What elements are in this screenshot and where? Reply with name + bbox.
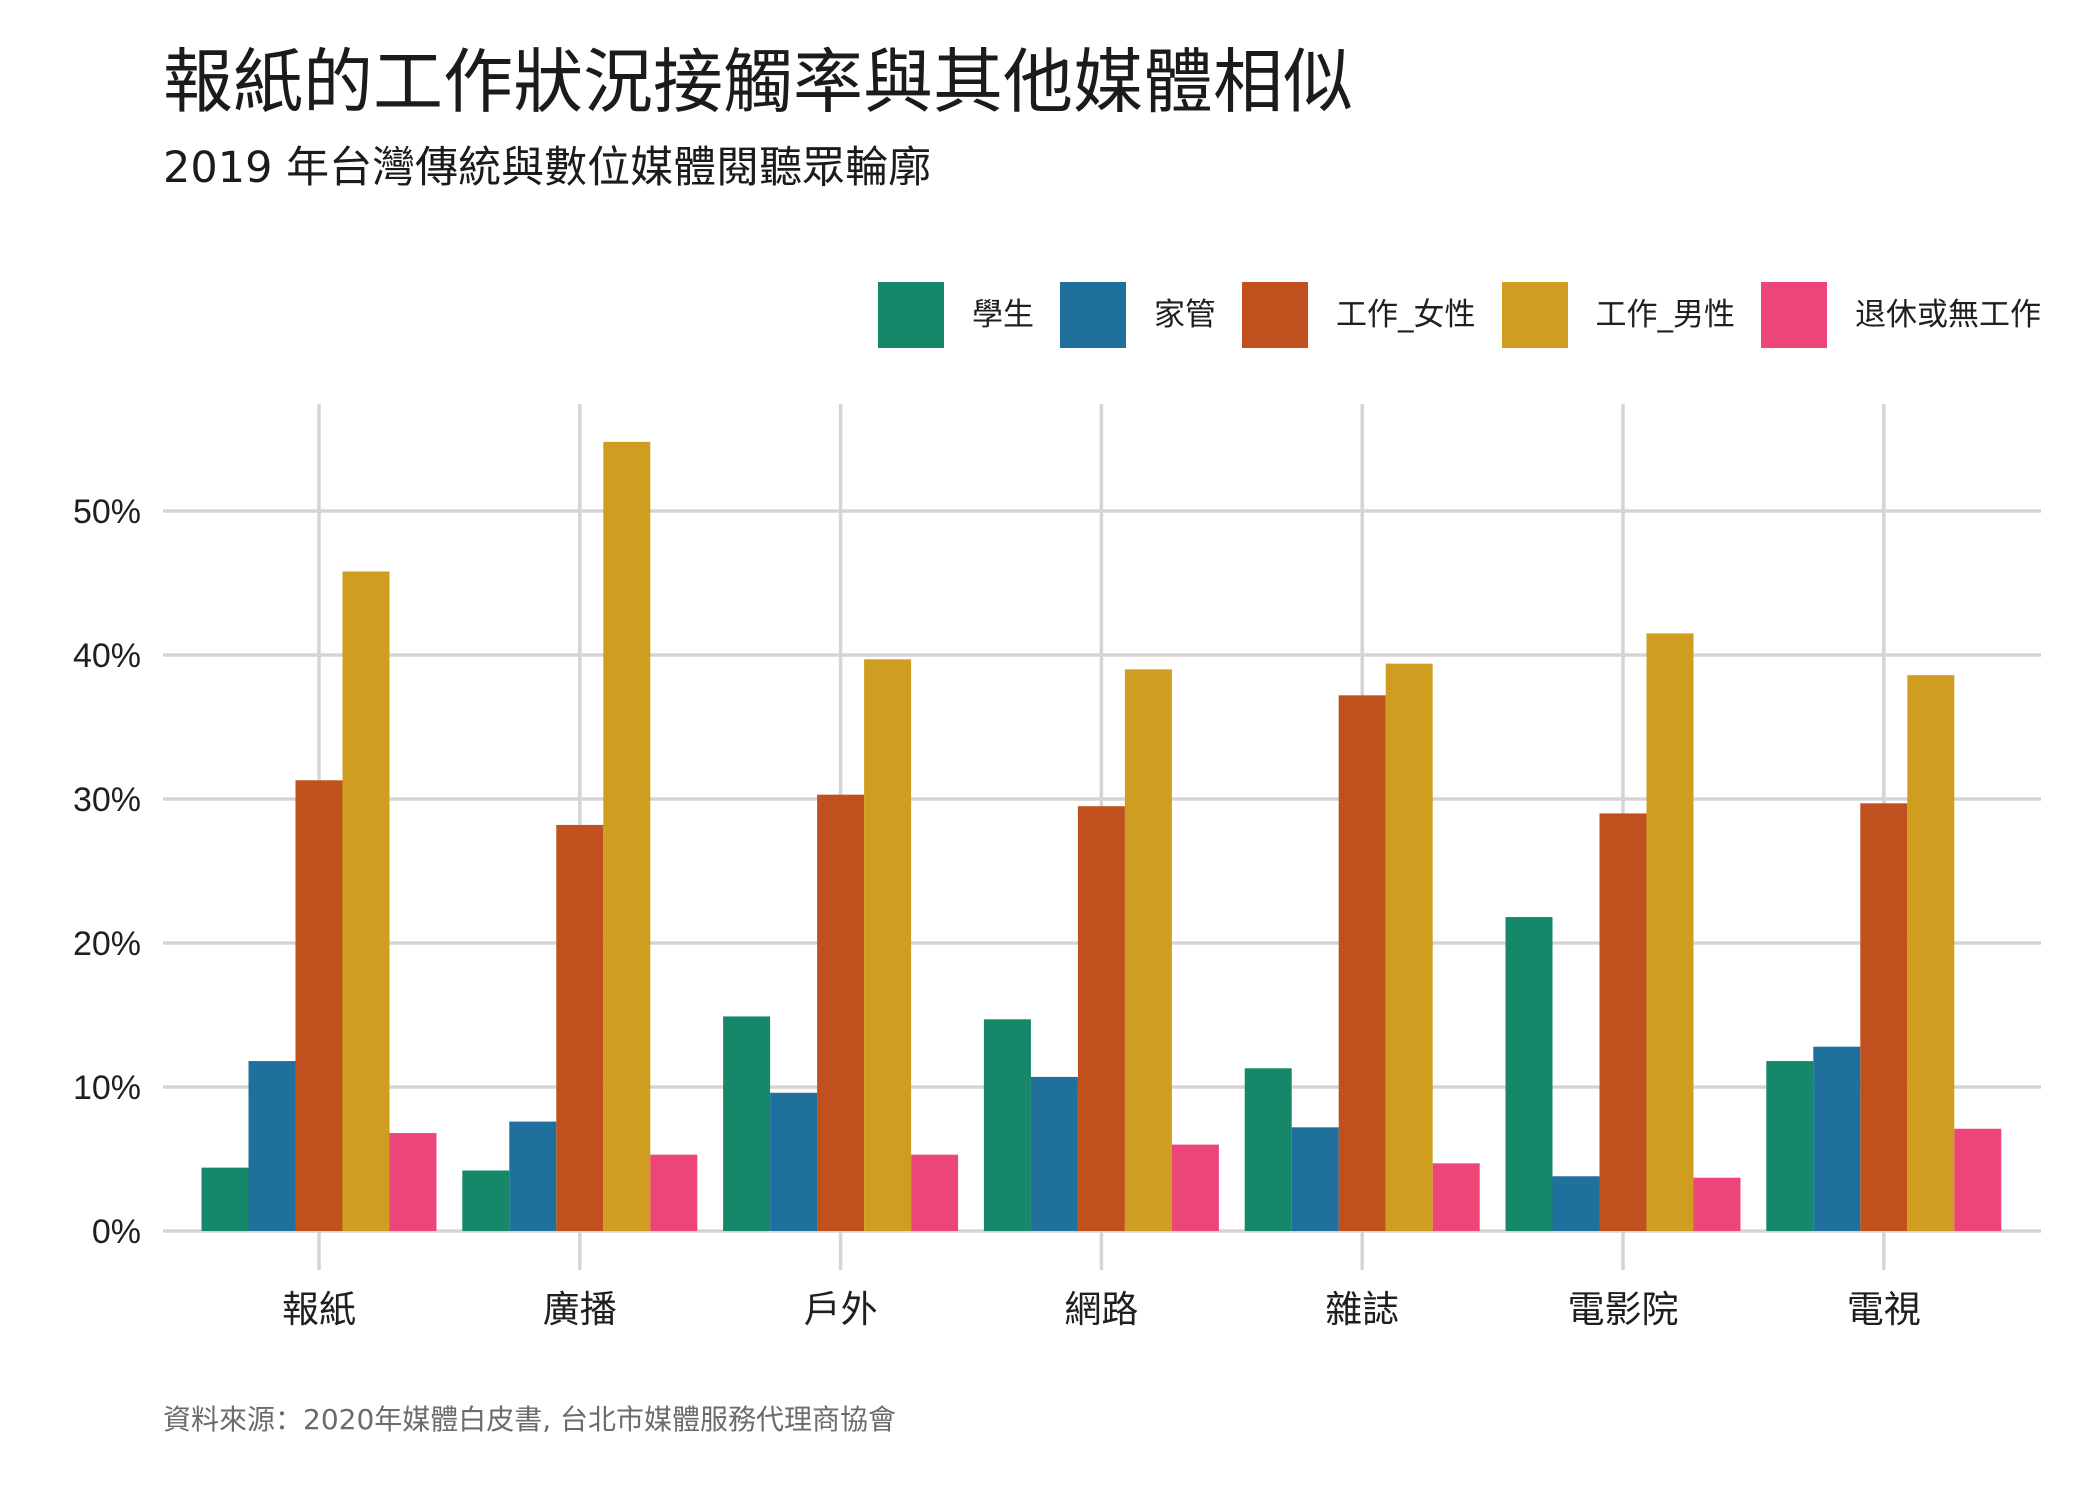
y-tick-label: 40% (73, 637, 141, 675)
legend-label-working-female: 工作_女性 (1336, 297, 1476, 333)
bar-電影院-家管 (1552, 1176, 1600, 1231)
bar-網路-學生 (983, 1019, 1031, 1231)
bar-雜誌-工作_男性 (1385, 663, 1433, 1231)
bar-電影院-退休或無工作 (1693, 1177, 1741, 1231)
bar-雜誌-退休或無工作 (1432, 1163, 1480, 1231)
y-tick-label: 10% (73, 1069, 141, 1107)
bar-電視-工作_男性 (1907, 675, 1955, 1231)
bar-廣播-學生 (462, 1170, 510, 1231)
x-tick-label: 電視 (1847, 1288, 1921, 1331)
bar-廣播-工作_男性 (603, 441, 651, 1231)
bar-廣播-退休或無工作 (650, 1154, 698, 1231)
x-tick-label: 戶外 (804, 1288, 878, 1331)
legend-key-working-female (1242, 282, 1308, 348)
legend-label-working-male: 工作_男性 (1595, 297, 1736, 333)
bars (201, 441, 2002, 1231)
x-tick-label: 廣播 (543, 1288, 617, 1331)
x-tick-label: 電影院 (1568, 1288, 1679, 1331)
bar-戶外-學生 (723, 1016, 771, 1231)
bar-雜誌-家管 (1291, 1127, 1339, 1231)
legend-item-retired: 退休或無工作 (1761, 282, 2041, 348)
legend-item-student: 學生 (878, 282, 1034, 348)
legend-label-homemaker: 家管 (1154, 297, 1216, 333)
y-tick-label: 20% (73, 925, 141, 963)
legend-label-student: 學生 (972, 297, 1034, 333)
bar-戶外-工作_男性 (864, 659, 912, 1231)
y-axis-tick-labels: 0% 10% 20% 30% 40% 50% (73, 493, 141, 1251)
bar-網路-工作_女性 (1077, 806, 1125, 1231)
legend-item-working-female: 工作_女性 (1242, 282, 1476, 348)
legend: 學生 家管 工作_女性 工作_男性 退休或無工作 (878, 282, 2041, 348)
legend-key-retired (1761, 282, 1827, 348)
chart-title: 報紙的工作狀況接觸率與其他媒體相似 (163, 41, 1353, 123)
bar-戶外-家管 (770, 1092, 818, 1231)
legend-item-homemaker: 家管 (1060, 282, 1216, 348)
bar-電影院-工作_男性 (1646, 633, 1694, 1231)
y-tick-label: 50% (73, 493, 141, 531)
legend-key-working-male (1501, 282, 1568, 348)
legend-item-working-male: 工作_男性 (1501, 282, 1736, 348)
bar-網路-家管 (1030, 1076, 1078, 1231)
bar-報紙-退休或無工作 (389, 1133, 437, 1231)
bar-網路-退休或無工作 (1171, 1144, 1219, 1231)
bar-雜誌-工作_女性 (1338, 695, 1386, 1231)
x-tick-label: 報紙 (282, 1288, 356, 1331)
bar-電視-家管 (1813, 1046, 1861, 1231)
bar-報紙-工作_女性 (295, 780, 343, 1231)
bar-網路-工作_男性 (1124, 669, 1172, 1231)
chart-subtitle: 2019 年台灣傳統與數位媒體閱聽眾輪廓 (163, 143, 932, 193)
bar-電視-退休或無工作 (1954, 1128, 2002, 1231)
legend-key-homemaker (1060, 282, 1126, 348)
y-tick-label: 30% (73, 781, 141, 819)
bar-電視-學生 (1766, 1061, 1814, 1231)
bar-廣播-家管 (509, 1121, 557, 1231)
bar-戶外-退休或無工作 (911, 1154, 959, 1231)
bar-廣播-工作_女性 (556, 824, 604, 1231)
bar-電影院-學生 (1505, 917, 1553, 1231)
legend-label-retired: 退休或無工作 (1855, 297, 2041, 333)
bar-報紙-工作_男性 (342, 571, 390, 1231)
source-caption: 資料來源：2020年媒體白皮書, 台北市媒體服務代理商協會 (163, 1403, 897, 1436)
x-tick-label: 網路 (1064, 1288, 1138, 1331)
bar-報紙-家管 (248, 1061, 296, 1231)
bar-報紙-學生 (201, 1167, 249, 1231)
x-axis-tick-labels: 報紙 廣播 戶外 網路 雜誌 電影院 電視 (282, 1288, 1921, 1331)
legend-key-student (878, 282, 944, 348)
bar-雜誌-學生 (1244, 1068, 1292, 1231)
x-tick-label: 雜誌 (1325, 1288, 1399, 1331)
y-tick-label: 0% (92, 1213, 141, 1251)
bar-戶外-工作_女性 (817, 794, 865, 1231)
bar-電視-工作_女性 (1860, 803, 1908, 1231)
bar-電影院-工作_女性 (1599, 813, 1647, 1231)
